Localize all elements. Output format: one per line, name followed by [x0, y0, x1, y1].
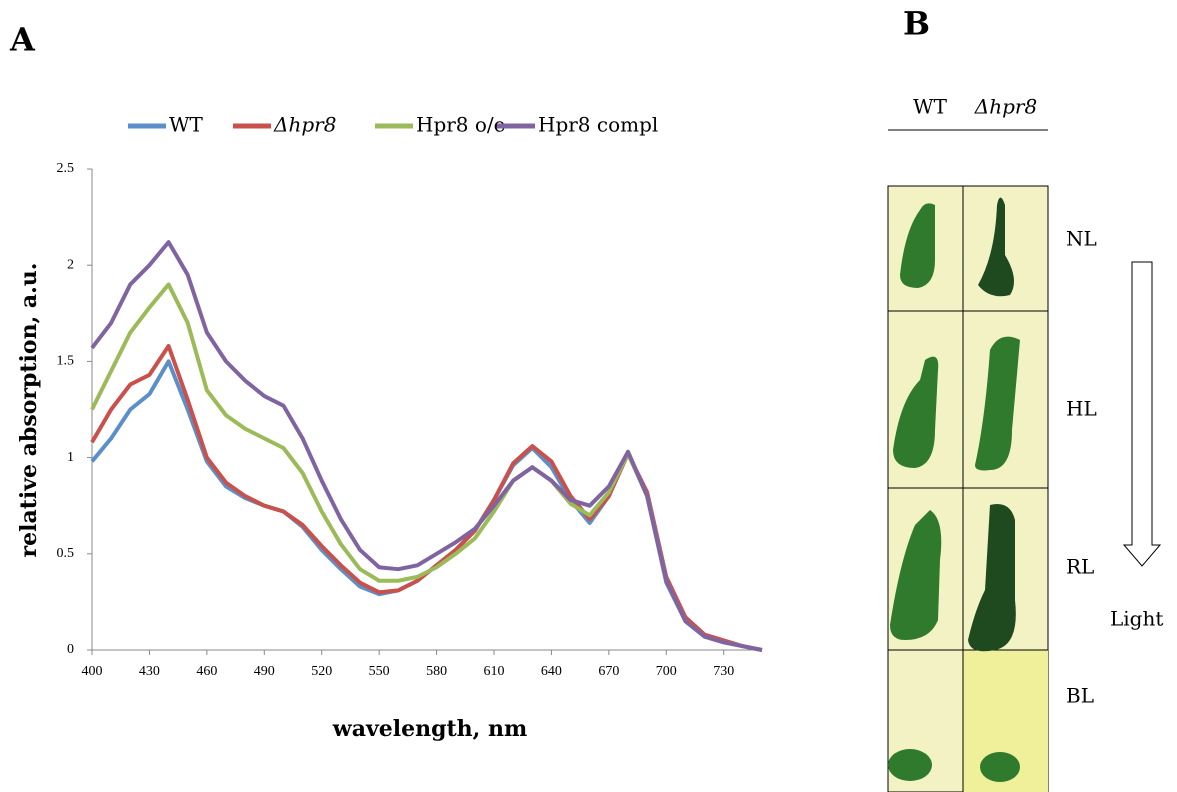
panel-label: A	[9, 21, 36, 59]
light-arrow	[1122, 261, 1162, 567]
colony	[968, 504, 1016, 652]
x-tick-label: 460	[196, 664, 217, 679]
legend-label: WT	[169, 113, 204, 137]
colony	[900, 203, 935, 288]
x-tick-label: 430	[139, 664, 160, 679]
y-tick-label: 0.5	[57, 546, 75, 561]
arrow-label: Light	[1110, 607, 1163, 631]
colony	[980, 752, 1020, 782]
x-tick-label: 550	[369, 664, 390, 679]
column-label: WT	[913, 95, 948, 119]
panel-label: B	[903, 5, 930, 43]
series-line	[90, 240, 763, 652]
x-tick-label: 700	[656, 664, 677, 679]
x-axis-label: wavelength, nm	[332, 716, 527, 742]
x-tick-label: 490	[254, 664, 275, 679]
colony	[975, 336, 1020, 471]
y-tick-label: 0	[67, 642, 74, 657]
x-tick-label: 610	[484, 664, 505, 679]
y-tick-label: 2.5	[57, 161, 75, 176]
x-tick-label: 640	[541, 664, 562, 679]
row-label: NL	[1066, 227, 1097, 251]
legend-label: Hpr8 compl	[538, 113, 658, 137]
legend-label: Δhpr8	[273, 113, 336, 137]
x-tick-label: 730	[713, 664, 734, 679]
colony	[893, 356, 939, 468]
x-tick-label: 400	[82, 664, 103, 679]
row-label: RL	[1066, 555, 1094, 579]
x-tick-label: 670	[598, 664, 619, 679]
colony	[890, 510, 942, 640]
y-tick-label: 2	[67, 257, 74, 272]
series-line	[90, 344, 763, 652]
colonies	[888, 197, 1020, 782]
colony	[978, 197, 1014, 297]
colony	[888, 749, 932, 781]
series-line	[90, 282, 763, 652]
series-line	[90, 359, 763, 652]
y-tick-label: 1.5	[57, 354, 75, 369]
column-label: Δhpr8	[974, 95, 1037, 119]
row-label: BL	[1066, 684, 1094, 708]
y-tick-label: 1	[67, 450, 74, 465]
y-axis-label: relative absorption, a.u.	[16, 263, 42, 558]
x-tick-label: 520	[311, 664, 332, 679]
x-tick-label: 580	[426, 664, 447, 679]
row-label: HL	[1066, 397, 1097, 421]
legend-label: Hpr8 o/e	[416, 113, 506, 137]
photo-panel	[887, 129, 1162, 792]
